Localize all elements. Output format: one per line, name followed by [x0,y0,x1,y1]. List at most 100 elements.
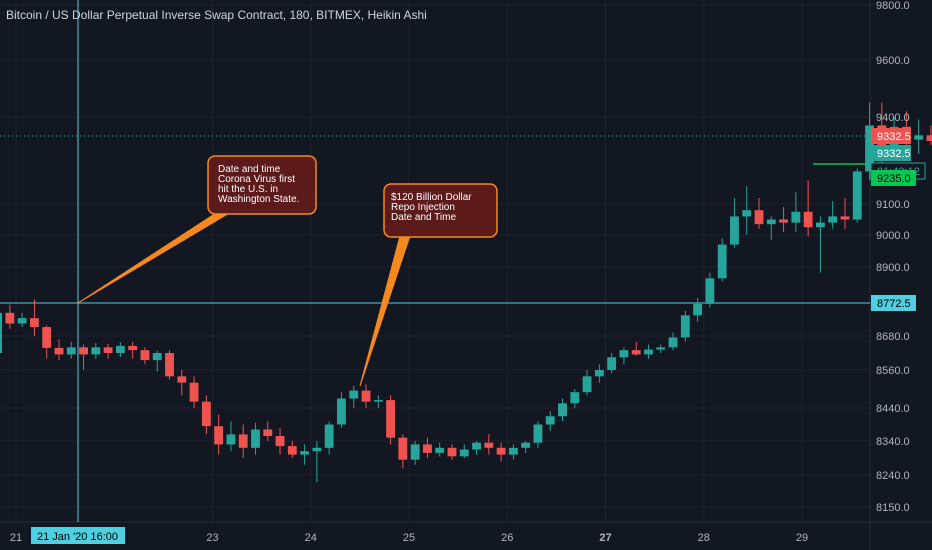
crosshair-time-tag-text: 21 Jan '20 16:00 [37,531,118,543]
time-tick-label: 23 [206,532,218,544]
candle-body [644,349,653,355]
candle-body [840,216,850,220]
candle-body [668,337,678,348]
crosshair-price-tag [871,295,916,311]
candle-body [300,451,310,455]
candle-body [828,216,838,223]
candle-body [766,219,776,225]
candle-body [214,426,224,445]
candle-body [631,350,641,355]
price-tick-label: 8440.0 [876,403,910,415]
annotation-text: Corona Virus first [218,174,295,185]
candle-body [0,312,2,353]
horizontal-lines [0,135,870,304]
candle-body [275,436,285,447]
candle-body [312,447,322,452]
price-tick-label: 8680.0 [876,331,910,343]
green-line-tag [871,170,916,186]
price-tick-label: 8240.0 [876,470,910,482]
candle-body [496,447,506,455]
candle-body [619,350,629,358]
last-price-tag-red-text: 9332.5 [877,131,911,143]
price-tick-label: 8900.0 [876,262,910,274]
annotation-pointer [77,214,228,304]
candle-body [472,442,481,450]
annotation-text: Washington State. [218,194,299,205]
candle-body [152,353,162,361]
annotation-text: $120 Billion Dollar [391,192,472,203]
candle-body [680,315,690,338]
annotation-text: Date and time [218,164,281,175]
candle-body [570,392,580,404]
price-tick-label: 8560.0 [876,365,910,377]
candle-body [128,345,138,351]
candle-body [779,219,788,223]
candle-body [91,347,101,355]
last-price-tag-green-text: 9332.5 [877,148,911,160]
time-tick-label: 28 [698,532,710,544]
candle-body [79,347,88,355]
last-price-tag-red [871,128,911,144]
candle-body [803,211,813,228]
price-tick-label: 9400.0 [876,112,910,124]
time-tick-label: 26 [501,532,513,544]
candle-body [730,216,739,245]
crosshair-price-tag-text: 8772.5 [877,298,911,310]
price-tick-label: 8150.0 [876,502,910,514]
candle-body [914,135,924,140]
candle-body [165,353,174,377]
annotation-box [383,183,498,238]
candle-body [238,434,248,448]
candle-body [54,347,64,355]
candle-body [251,429,260,448]
candle-body [189,382,199,402]
candle-body [742,210,752,217]
time-tick-label: 21 [10,532,22,544]
price-tick-label: 9100.0 [876,199,910,211]
candle-body [423,444,432,453]
candle-body [103,347,113,353]
candle-body [435,447,445,453]
time-tick-label: 24 [305,532,317,544]
candle-body [349,390,359,399]
green-line-tag-text: 9235.0 [877,173,911,185]
candle-body [324,424,334,448]
candle-body [115,345,125,353]
candle-body [459,449,469,457]
chart-title: Bitcoin / US Dollar Perpetual Inverse Sw… [6,8,427,22]
annotation-box [207,155,317,215]
time-tick-label: 27 [599,532,611,544]
candle-body [582,376,592,393]
candle-body [484,442,494,448]
candle-body [693,303,703,316]
candle-body [791,211,801,223]
candle-body [42,327,52,348]
candle-body [594,370,604,377]
candle-body [66,347,76,355]
candle-body [533,424,543,443]
candle-body [521,442,531,448]
annotation-text: Repo Injection [391,202,455,213]
last-price-tag-green [871,145,911,161]
candle-body [201,401,211,427]
candle-body [177,376,187,383]
candle-body [140,350,150,361]
candle-body [447,447,457,457]
crosshair-time-tag [31,527,125,544]
candle-body [410,444,420,460]
price-axis[interactable]: 9800.0 9600.0 9400.0 9100.0 9000.0 8900.0 8680… [876,0,910,514]
candle-body [508,447,518,455]
candle-body [263,429,273,437]
time-axis[interactable]: 21 23 24 25 26 27 28 29 [10,532,808,544]
candle-body [287,446,297,455]
candle-body [5,312,15,324]
candle-body [926,135,932,142]
price-tick-label: 9600.0 [876,55,910,67]
annotation-text: Date and Time [391,212,456,223]
candle-body [656,347,666,350]
candle-body [852,171,862,220]
candle-body [865,125,874,172]
